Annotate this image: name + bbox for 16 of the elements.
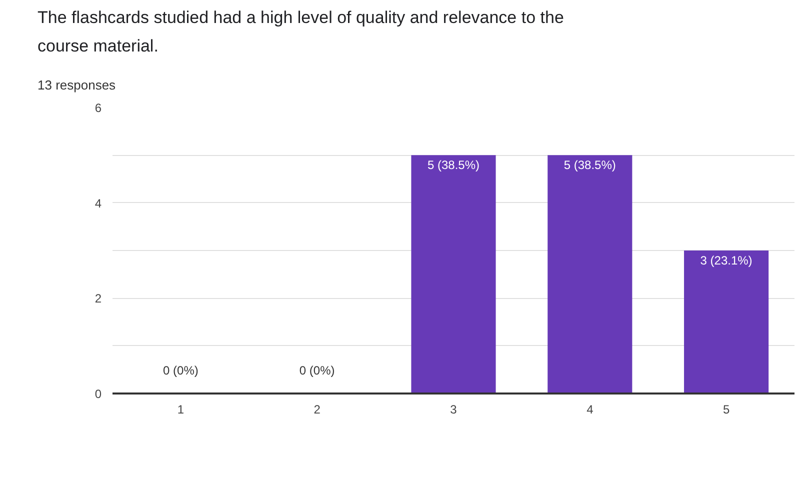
- y-tick-label: 6: [94, 101, 102, 115]
- data-label: 0 (0%): [163, 364, 198, 378]
- x-tick-label: 3: [450, 402, 458, 416]
- y-tick-label: 2: [94, 292, 102, 306]
- chart-subtitle: 13 responses: [38, 78, 116, 92]
- data-label: 5 (38.5%): [564, 158, 616, 172]
- chart-title: The flashcards studied had a high level of quality and relevance to the course material.: [38, 8, 564, 56]
- x-tick-label: 2: [314, 402, 321, 416]
- data-label: 3 (23.1%): [700, 254, 752, 268]
- y-tick-label: 4: [94, 196, 102, 210]
- x-tick-label: 5: [722, 402, 730, 416]
- data-label: 0 (0%): [299, 364, 335, 378]
- x-tick-label: 4: [586, 402, 594, 416]
- x-tick-label: 1: [177, 402, 184, 416]
- y-tick-label: 0: [94, 387, 102, 401]
- data-label: 5 (38.5%): [427, 158, 480, 172]
